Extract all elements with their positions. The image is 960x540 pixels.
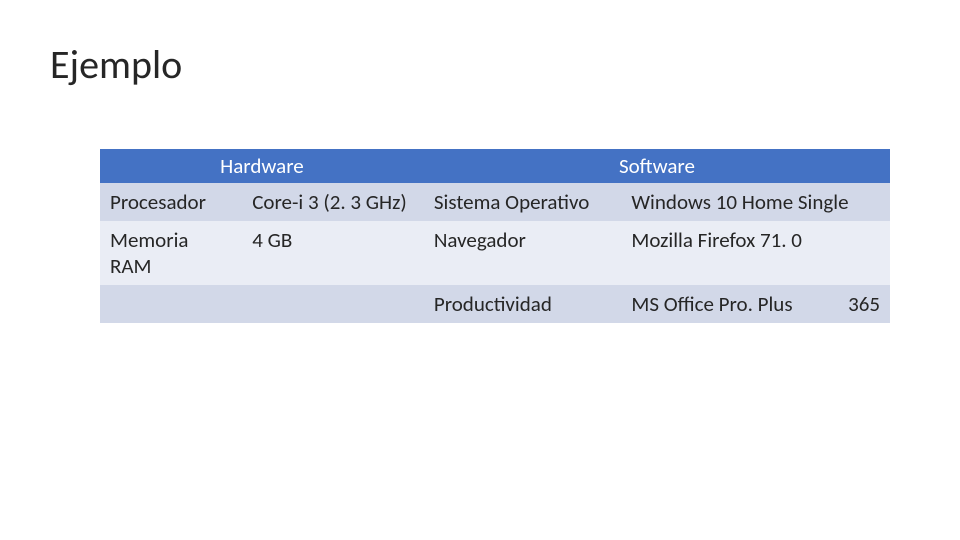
sw-value-cell: Windows 10 Home Single (621, 183, 890, 221)
hw-label-cell: Memoria RAM (100, 221, 242, 285)
page-title: Ejemplo (50, 40, 910, 89)
hw-label-cell (100, 285, 242, 323)
hw-value-cell: 4 GB (242, 221, 424, 285)
sw-label-cell: Navegador (424, 221, 622, 285)
table-header-row: Hardware Software (100, 149, 890, 183)
sw-value-cell: MS Office Pro. Plus 365 (621, 285, 890, 323)
hw-label-cell: Procesador (100, 183, 242, 221)
hw-value-cell: Core-i 3 (2. 3 GHz) (242, 183, 424, 221)
sw-label-cell: Sistema Operativo (424, 183, 622, 221)
sw-value-cell: Mozilla Firefox 71. 0 (621, 221, 890, 285)
header-software: Software (424, 149, 890, 183)
hw-value-cell (242, 285, 424, 323)
table-row: Productividad MS Office Pro. Plus 365 (100, 285, 890, 323)
sw-label-cell: Productividad (424, 285, 622, 323)
table-row: Memoria RAM 4 GB Navegador Mozilla Firef… (100, 221, 890, 285)
header-hardware: Hardware (100, 149, 424, 183)
specs-table: Hardware Software Procesador Core-i 3 (2… (100, 149, 890, 323)
sw-value-left: MS Office Pro. Plus (631, 291, 792, 317)
table-row: Procesador Core-i 3 (2. 3 GHz) Sistema O… (100, 183, 890, 221)
specs-table-container: Hardware Software Procesador Core-i 3 (2… (100, 149, 890, 323)
sw-value-right: 365 (848, 291, 880, 317)
